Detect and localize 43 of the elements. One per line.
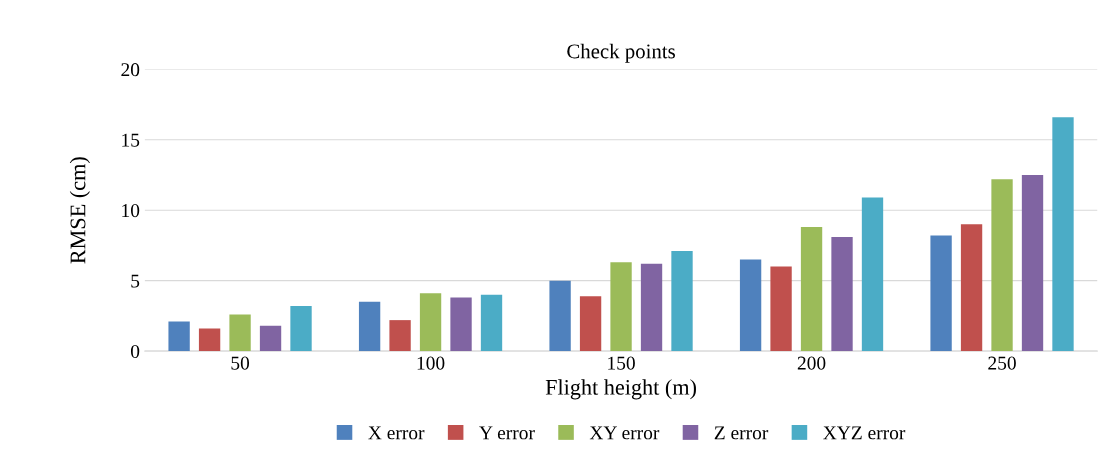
y-tick-label: 15 xyxy=(122,133,140,147)
bar xyxy=(229,314,251,352)
bar xyxy=(770,266,792,352)
bar xyxy=(450,297,472,352)
y-tick-label: 10 xyxy=(122,204,140,218)
bar xyxy=(480,294,503,352)
bar xyxy=(358,301,381,352)
bar xyxy=(168,321,190,352)
bar xyxy=(1052,117,1074,352)
bar xyxy=(960,224,983,352)
bar xyxy=(579,296,602,352)
bar xyxy=(610,262,632,352)
bar xyxy=(1021,174,1044,352)
x-axis-title: Flight height (m) xyxy=(545,379,696,400)
y-tick-label: 5 xyxy=(131,274,140,288)
bar xyxy=(739,259,762,352)
legend-label: X error xyxy=(368,426,425,440)
bar xyxy=(671,251,693,352)
bar xyxy=(800,227,823,352)
bar xyxy=(831,236,853,352)
bar xyxy=(861,197,884,352)
y-tick-label: 20 xyxy=(121,63,140,77)
bar xyxy=(419,293,442,352)
legend-label: XY error xyxy=(589,426,660,440)
x-tick-label: 150 xyxy=(608,356,635,370)
bar xyxy=(389,320,411,352)
bar xyxy=(640,263,663,352)
y-axis-title: RMSE (cm) xyxy=(69,157,90,264)
bar xyxy=(259,325,282,352)
x-tick-label: 100 xyxy=(417,356,445,370)
legend-label: Y error xyxy=(479,426,535,440)
bar xyxy=(290,306,312,352)
y-tick-label: 0 xyxy=(130,344,140,359)
x-tick-label: 200 xyxy=(797,356,826,370)
x-tick-label: 50 xyxy=(231,356,250,370)
legend-label: Z error xyxy=(714,426,769,440)
bar xyxy=(549,280,571,352)
bar xyxy=(930,235,952,352)
x-tick-label: 250 xyxy=(988,356,1016,370)
chart-title: Check points xyxy=(567,43,675,63)
bar xyxy=(198,328,221,352)
bar xyxy=(991,179,1013,352)
legend-label: XYZ error xyxy=(823,426,906,440)
